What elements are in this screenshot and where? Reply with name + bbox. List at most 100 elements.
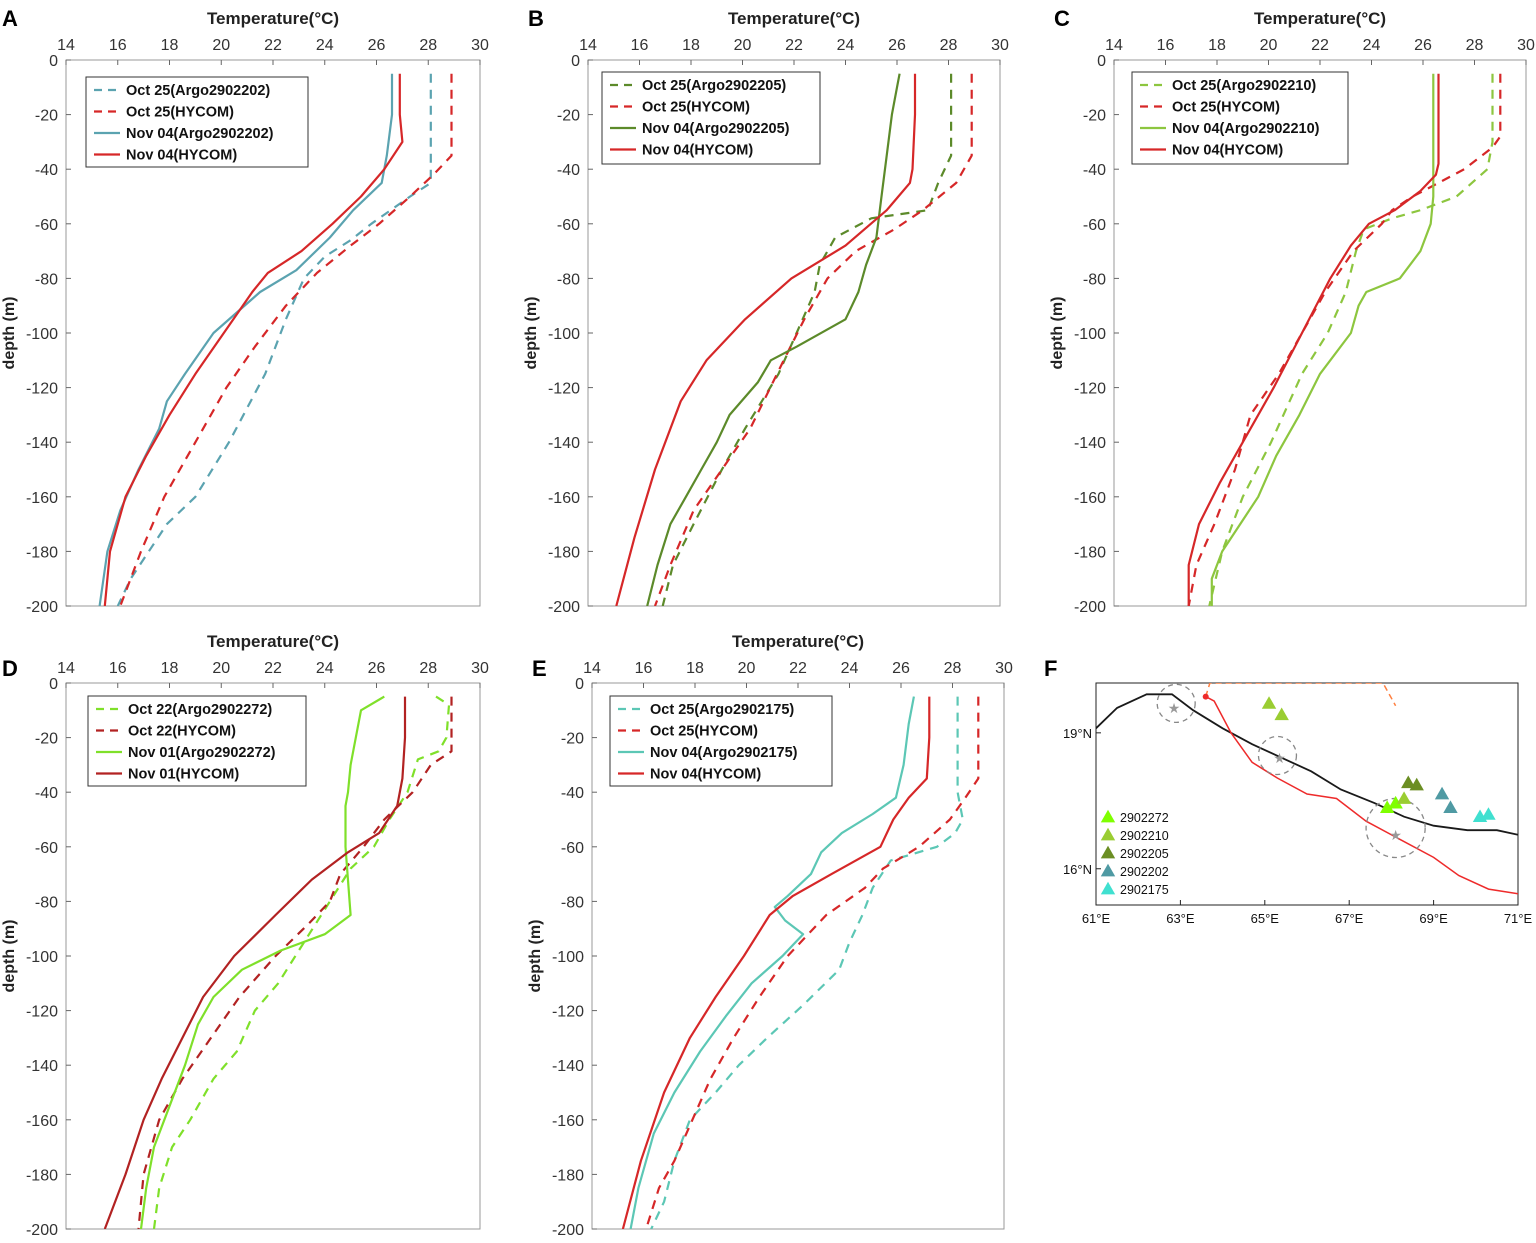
axis-title-temperature: Temperature(°C) xyxy=(732,632,864,651)
y-tick-label: -140 xyxy=(1074,435,1106,452)
legend-entry: 2902272 xyxy=(1120,811,1169,825)
float-marker-2902210 xyxy=(1396,791,1412,804)
float-marker-2902210 xyxy=(1274,707,1289,721)
legend-entry: Nov 04(HYCOM) xyxy=(650,767,761,783)
series-line-1 xyxy=(116,73,432,606)
legend-entry: 2902202 xyxy=(1120,865,1169,879)
x-tick-label: 28 xyxy=(944,660,962,677)
y-tick-label: -120 xyxy=(26,381,58,398)
panel-label: B xyxy=(528,6,544,31)
series-line-4 xyxy=(621,696,931,1229)
y-tick-label: -160 xyxy=(548,490,580,507)
panel-d: D Temperature(°C) 14 16 18 20 22 24 26 28 30 0 -20 -4… xyxy=(1,632,489,1239)
x-tick-label: 24 xyxy=(1363,37,1381,54)
y-tick-label: -120 xyxy=(26,1004,58,1021)
legend-swatch xyxy=(1100,827,1116,841)
y-axis-label: depth (m) xyxy=(1,920,18,993)
x-tick-label: 30 xyxy=(995,660,1013,677)
float-marker-2902210 xyxy=(1261,696,1277,709)
y-tick-label: -160 xyxy=(552,1113,584,1130)
series-line-3 xyxy=(139,695,385,1229)
legend-entry: 2902205 xyxy=(1120,847,1169,861)
legend-swatch xyxy=(1100,881,1116,895)
legend-entry: Oct 25(HYCOM) xyxy=(642,100,750,116)
x-tick-label: 69°E xyxy=(1419,911,1448,926)
y-tick-label: 0 xyxy=(1097,53,1106,70)
y-tick-label: -140 xyxy=(548,435,580,452)
series-line-2 xyxy=(1187,73,1502,606)
coastline xyxy=(1096,693,1518,836)
x-tick-label: 30 xyxy=(471,37,489,54)
x-tick-label: 24 xyxy=(316,37,334,54)
x-tick-label: 24 xyxy=(841,660,859,677)
x-tick-label: 65°E xyxy=(1251,911,1280,926)
legend-box xyxy=(1131,71,1349,165)
float-marker-2902175 xyxy=(1481,807,1496,820)
y-tick-label: -20 xyxy=(561,731,584,748)
y-tick-label: -160 xyxy=(26,490,58,507)
legend-swatch xyxy=(1100,863,1116,877)
y-tick-label: -80 xyxy=(1083,271,1106,288)
x-tick-label: 22 xyxy=(264,660,282,677)
y-tick-label: -140 xyxy=(26,435,58,452)
x-tick-label: 30 xyxy=(1517,37,1535,54)
star-marker: ★ xyxy=(1168,700,1181,716)
panel-label: F xyxy=(1044,656,1057,681)
y-tick-label: -180 xyxy=(26,544,58,561)
y-tick-label: 0 xyxy=(49,53,58,70)
y-tick-label: -200 xyxy=(26,1222,58,1239)
x-tick-label: 16 xyxy=(1157,37,1175,54)
y-tick-label: -140 xyxy=(26,1058,58,1075)
x-tick-label: 61°E xyxy=(1082,911,1111,926)
panel-label: C xyxy=(1054,6,1070,31)
y-tick-label: -180 xyxy=(1074,544,1106,561)
float-marker-2902202 xyxy=(1443,800,1458,813)
y-tick-label: -80 xyxy=(557,271,580,288)
float-marker-2902202 xyxy=(1434,786,1450,800)
x-tick-label: 28 xyxy=(419,37,437,54)
x-tick-label: 16 xyxy=(109,660,127,677)
legend-entry: Oct 25(HYCOM) xyxy=(650,724,758,740)
panel-b: B Temperature(°C) 14 16 18 20 22 24 26 28 30 0 -20 -4… xyxy=(523,6,1009,616)
x-tick-label: 18 xyxy=(682,37,700,54)
y-tick-label: -60 xyxy=(557,217,580,234)
y-tick-label: -180 xyxy=(552,1167,584,1184)
y-tick-label: -140 xyxy=(552,1058,584,1075)
panel-label: A xyxy=(2,6,18,31)
x-tick-label: 28 xyxy=(419,660,437,677)
panel-label: D xyxy=(2,656,18,681)
series-line-3 xyxy=(1210,73,1435,606)
x-tick-label: 26 xyxy=(368,660,386,677)
x-tick-label: 14 xyxy=(579,37,597,54)
y-tick-label: -40 xyxy=(35,162,58,179)
legend-entry: Nov 04(HYCOM) xyxy=(1172,143,1283,159)
axis-title-temperature: Temperature(°C) xyxy=(207,9,339,28)
x-tick-label: 30 xyxy=(991,37,1009,54)
dashed-circle xyxy=(1156,683,1196,724)
x-tick-label: 28 xyxy=(940,37,958,54)
float-marker-2902272 xyxy=(1388,795,1403,809)
float-marker-2902205 xyxy=(1401,775,1416,789)
x-tick-label: 22 xyxy=(785,37,803,54)
star-marker: ★ xyxy=(1273,750,1286,766)
x-tick-label: 26 xyxy=(368,37,386,54)
x-tick-label: 14 xyxy=(1105,37,1123,54)
x-tick-label: 28 xyxy=(1466,37,1484,54)
series-line-3 xyxy=(646,73,901,606)
legend-entry: Nov 04(HYCOM) xyxy=(642,143,753,159)
float-marker-2902205 xyxy=(1409,777,1424,791)
series-line-4 xyxy=(103,696,407,1229)
y-tick-label: -100 xyxy=(26,326,58,343)
legend-entry: Oct 22(Argo2902272) xyxy=(128,702,272,718)
legend-entry: Nov 04(Argo2902175) xyxy=(650,745,798,761)
panel-f: F 61°E 63°E 65°E 67°E 69°E 71°E 16°N 19°N ★ ★ ★ 2902… xyxy=(1044,656,1532,926)
x-tick-label: 14 xyxy=(57,37,75,54)
x-tick-label: 14 xyxy=(57,660,75,677)
axis-title-temperature: Temperature(°C) xyxy=(728,9,860,28)
y-axis-label: depth (m) xyxy=(523,297,540,370)
x-tick-label: 22 xyxy=(1311,37,1329,54)
y-tick-label: -80 xyxy=(35,271,58,288)
y-tick-label: -120 xyxy=(552,1004,584,1021)
legend-entry: Oct 25(HYCOM) xyxy=(1172,100,1280,116)
x-tick-label: 18 xyxy=(161,37,179,54)
